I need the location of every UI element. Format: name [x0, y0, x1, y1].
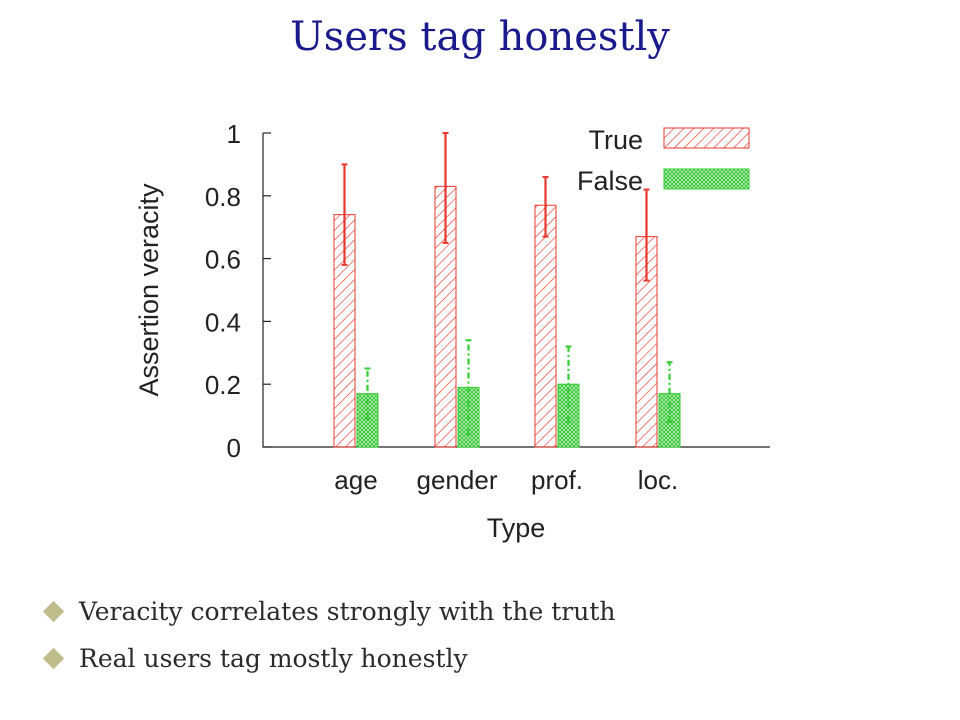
- diamond-bullet-icon: [42, 647, 65, 670]
- y-tick-label: 1: [227, 119, 241, 149]
- legend-label-true: True: [588, 125, 643, 155]
- bars: [333, 185, 681, 448]
- y-axis-label: Assertion veracity: [134, 183, 164, 397]
- bullet-text: Veracity correlates strongly with the tr…: [79, 597, 616, 626]
- legend-label-false: False: [577, 166, 643, 196]
- x-tick-label: age: [334, 465, 377, 495]
- bullet-item: Real users tag mostly honestly: [38, 635, 615, 682]
- bar-true: [534, 204, 557, 448]
- y-tick-label: 0.2: [205, 370, 241, 400]
- x-axis-label: Type: [487, 513, 546, 543]
- x-tick-label: loc.: [638, 465, 678, 495]
- slide-title: Users tag honestly: [290, 14, 670, 60]
- bullet-item: Veracity correlates strongly with the tr…: [38, 588, 615, 635]
- bullet-list: Veracity correlates strongly with the tr…: [38, 588, 615, 682]
- legend: True False: [577, 125, 750, 196]
- axes: 0 0.2 0.4 0.6 0.8 1 age gender prof. loc.: [205, 119, 770, 495]
- legend-swatch-false: [663, 168, 750, 190]
- x-tick-label: gender: [417, 465, 498, 495]
- bar-false: [356, 393, 379, 448]
- y-tick-label: 0: [227, 433, 241, 463]
- bullet-text: Real users tag mostly honestly: [79, 644, 468, 673]
- legend-swatch-true: [663, 127, 750, 149]
- x-tick-label: prof.: [531, 465, 583, 495]
- y-tick-label: 0.6: [205, 245, 241, 275]
- error-bars: [341, 132, 673, 436]
- y-tick-label: 0.8: [205, 182, 241, 212]
- y-tick-label: 0.4: [205, 307, 241, 337]
- diamond-bullet-icon: [42, 600, 65, 623]
